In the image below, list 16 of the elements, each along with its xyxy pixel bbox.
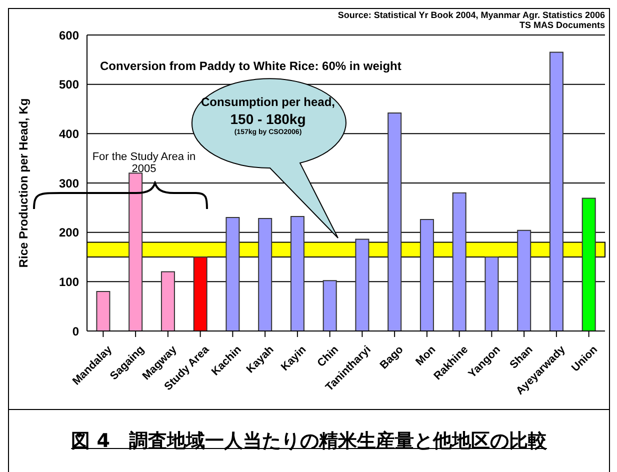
y-tick-label: 400 [58, 126, 80, 141]
annotation: 150 - 180kg [230, 111, 306, 127]
y-tick-label: 600 [58, 28, 80, 42]
text: 図 4 調査地域一人当たりの精米生産量と他地区の比較 [71, 429, 547, 454]
y-tick-label: 0 [72, 324, 80, 338]
y-axis-title: Rice Production per Head, Kg [16, 98, 30, 268]
annotation: Conversion from Paddy to White Rice: 60% in weight [100, 59, 402, 73]
y-tick-label: 500 [58, 78, 80, 92]
source-note: Source: Statistical Yr Book 2004, Myanmar Agr. Statistics 2006 [338, 10, 605, 20]
y-tick-label: 300 [58, 176, 80, 190]
annotation: For the Study Area in 2005 [92, 151, 196, 175]
y-tick-label: 100 [58, 274, 80, 289]
annotation: Consumption per head, [200, 95, 335, 109]
x-tick-label: Mon [414, 344, 438, 368]
text: TS MAS Documents [519, 20, 605, 30]
y-tick-label: 200 [58, 226, 80, 240]
